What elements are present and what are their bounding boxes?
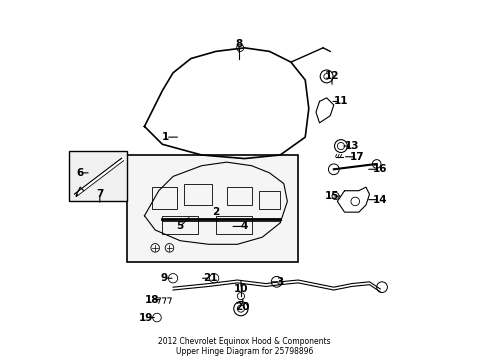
Text: 2: 2 — [212, 207, 219, 217]
Bar — [216, 216, 251, 234]
Text: 8: 8 — [235, 39, 242, 49]
Text: 11: 11 — [333, 96, 347, 107]
Bar — [151, 187, 176, 208]
Text: 2012 Chevrolet Equinox Hood & Components
Upper Hinge Diagram for 25798896: 2012 Chevrolet Equinox Hood & Components… — [158, 337, 330, 356]
Text: 12: 12 — [324, 71, 339, 81]
Bar — [258, 191, 280, 208]
Text: 20: 20 — [235, 302, 249, 312]
Text: 14: 14 — [372, 195, 387, 204]
Text: 3: 3 — [276, 277, 283, 287]
Text: 16: 16 — [372, 164, 386, 174]
Text: 21: 21 — [203, 273, 217, 283]
Text: 17: 17 — [349, 152, 364, 162]
Bar — [162, 216, 198, 234]
Text: 1: 1 — [162, 132, 169, 142]
Bar — [183, 184, 212, 205]
FancyBboxPatch shape — [126, 155, 298, 262]
Text: 19: 19 — [139, 312, 153, 323]
Text: 6: 6 — [77, 168, 83, 178]
Text: 10: 10 — [233, 284, 248, 294]
Text: 9: 9 — [160, 273, 167, 283]
Text: 5: 5 — [176, 221, 183, 231]
Text: 15: 15 — [324, 191, 339, 201]
Bar — [226, 187, 251, 205]
Text: 7: 7 — [96, 189, 103, 199]
Text: 18: 18 — [144, 295, 159, 305]
Text: 13: 13 — [344, 141, 358, 151]
FancyBboxPatch shape — [69, 152, 126, 202]
Text: 4: 4 — [240, 221, 248, 231]
